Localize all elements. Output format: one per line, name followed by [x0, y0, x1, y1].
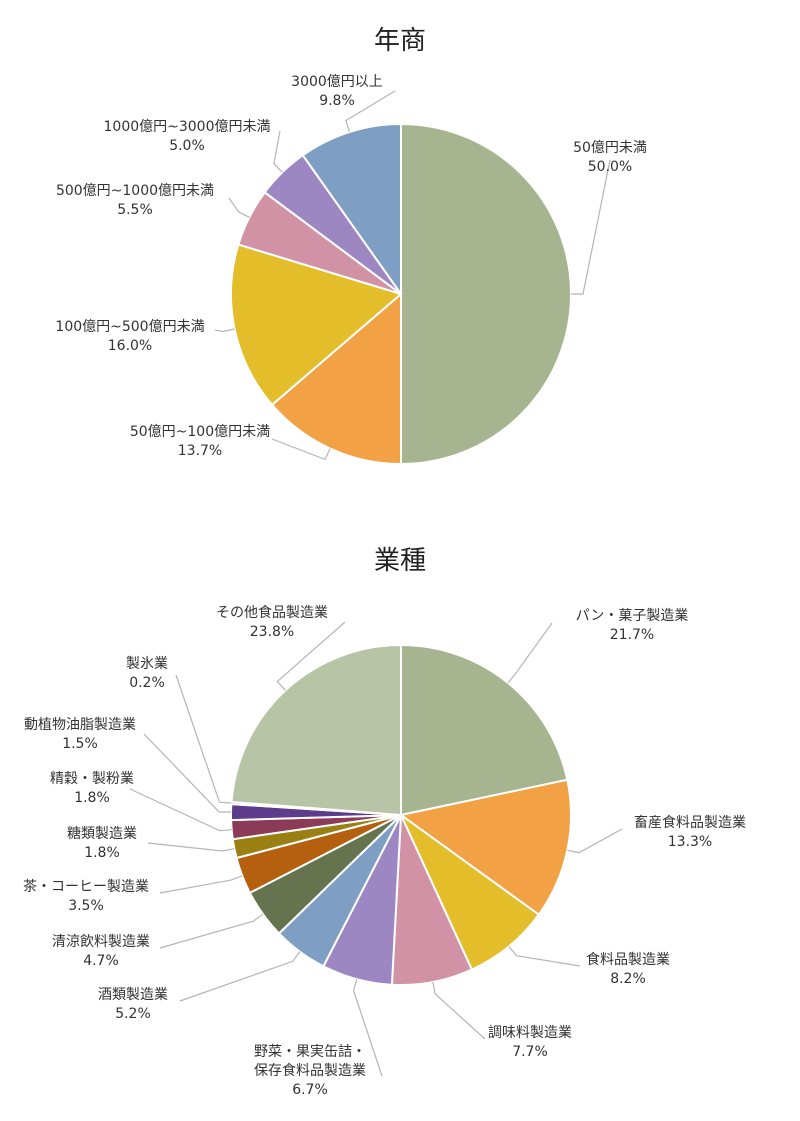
- slice-label: 動植物油脂製造業 1.5%: [24, 717, 136, 752]
- leader-line: [214, 328, 235, 333]
- slices: [230, 122, 572, 466]
- leader-line: [507, 622, 553, 684]
- slice-percent: 0.2%: [129, 675, 165, 691]
- leader-line: [179, 951, 301, 1002]
- slice-category: 畜産食料品製造業: [634, 814, 746, 831]
- leader-line: [271, 438, 331, 461]
- industry-pie-chart: 業種 パン・菓子製造業 21.7% 畜産食料品製造業 13.3% 食料品製造業 8.2% 調…: [23, 546, 746, 1098]
- slice-percent: 9.8%: [319, 93, 355, 109]
- leader-line: [159, 875, 243, 894]
- slice-percent: 21.7%: [610, 627, 654, 643]
- slice-category: 茶・コーヒー製造業: [23, 879, 149, 895]
- slice-label: 清涼飲料製造業 4.7%: [52, 934, 150, 969]
- chart-title: 業種: [374, 546, 426, 576]
- leader-line: [129, 788, 232, 832]
- slice-percent: 13.7%: [178, 443, 222, 459]
- slice-label: 畜産食料品製造業 13.3%: [634, 814, 746, 850]
- leader-line: [508, 946, 581, 967]
- pie-slice: [230, 643, 402, 817]
- pie-slice: [400, 122, 572, 466]
- leader-line: [567, 828, 623, 854]
- slice-labels: パン・菓子製造業 21.7% 畜産食料品製造業 13.3% 食料品製造業 8.2% 調味料製…: [23, 604, 746, 1098]
- pie-slice: [398, 811, 541, 971]
- slice-percent: 5.2%: [115, 1006, 151, 1022]
- slice-percent: 3.5%: [68, 898, 104, 914]
- slice-category: 1000億円~3000億円未満: [104, 119, 271, 135]
- slice-percent: 16.0%: [108, 338, 152, 354]
- slice-category: 調味料製造業: [488, 1025, 572, 1041]
- slice-percent: 5.0%: [169, 138, 205, 154]
- leader-line: [147, 842, 235, 852]
- leader-line: [273, 130, 283, 173]
- slice-label: 野菜・果実缶詰・保存食料品製造業 6.7%: [254, 1044, 366, 1098]
- slice-label: 製氷業 0.2%: [126, 656, 168, 691]
- slice-percent: 4.7%: [83, 953, 119, 969]
- slice-percent: 23.8%: [250, 624, 294, 640]
- slice-category: その他食品製造業: [216, 604, 328, 621]
- leader-line: [571, 159, 611, 295]
- leader-line: [352, 978, 383, 1077]
- slice-label: 精穀・製粉業 1.8%: [50, 771, 134, 806]
- slice-label: 1000億円~3000億円未満 5.0%: [104, 119, 271, 154]
- slice-label: 酒類製造業 5.2%: [98, 987, 168, 1022]
- slice-category: 500億円~1000億円未満: [56, 183, 214, 199]
- slice-category: 精穀・製粉業: [50, 771, 134, 787]
- slice-percent: 7.7%: [512, 1044, 548, 1060]
- slice-label: 100億円~500億円未満 16.0%: [55, 319, 204, 354]
- slice-label: 50億円~100億円未満 13.7%: [130, 424, 270, 459]
- slice-category: 3000億円以上: [291, 74, 383, 90]
- slice-label: 50億円未満 50.0%: [573, 140, 647, 175]
- slice-category: 食料品製造業: [586, 951, 670, 968]
- slice-category: パン・菓子製造業: [576, 608, 689, 624]
- leader-line: [143, 733, 232, 813]
- slice-percent: 1.5%: [62, 736, 98, 752]
- slice-label: 500億円~1000億円未満 5.5%: [56, 183, 214, 218]
- slice-percent: 1.8%: [84, 845, 120, 861]
- annual-sales-pie-chart: 年商 50億円未満 50.0% 50億円~100億円未満 13.7% 100億円~500…: [55, 26, 647, 466]
- slice-labels: 50億円未満 50.0% 50億円~100億円未満 13.7% 100億円~500億円未…: [55, 74, 647, 461]
- slice-category: 50億円~100億円未満: [130, 424, 270, 440]
- slices: [230, 643, 572, 986]
- slice-category: 清涼飲料製造業: [52, 934, 150, 950]
- slice-category: 50億円未満: [573, 140, 647, 156]
- slice-category: 酒類製造業: [98, 987, 168, 1003]
- slice-category: 野菜・果実缶詰・: [254, 1044, 366, 1060]
- pie-slice: [230, 243, 404, 407]
- slice-label: 食料品製造業 8.2%: [586, 951, 670, 987]
- slice-label: 3000億円以上 9.8%: [291, 74, 383, 109]
- slice-percent: 8.2%: [610, 971, 646, 987]
- leader-line: [175, 674, 232, 804]
- leader-line: [432, 981, 486, 1040]
- slice-category: 動植物油脂製造業: [24, 717, 136, 733]
- slice-category: 糖類製造業: [67, 826, 137, 842]
- slice-label: その他食品製造業 23.8%: [216, 604, 328, 640]
- chart-title: 年商: [374, 26, 426, 56]
- slice-category: 100億円~500億円未満: [55, 319, 204, 335]
- leader-line: [276, 621, 346, 691]
- slice-label: 茶・コーヒー製造業 3.5%: [23, 879, 149, 914]
- slice-label: 糖類製造業 1.8%: [67, 826, 137, 861]
- leader-line: [345, 90, 396, 133]
- leader-line: [159, 913, 264, 949]
- slice-label: パン・菓子製造業 21.7%: [576, 608, 689, 643]
- slice-percent: 13.3%: [668, 834, 712, 850]
- slice-percent: 50.0%: [588, 159, 632, 175]
- slice-label: 調味料製造業 7.7%: [488, 1025, 572, 1060]
- slice-category: 製氷業: [126, 656, 168, 672]
- slice-percent: 6.7%: [292, 1082, 328, 1098]
- leader-line: [228, 197, 250, 218]
- slice-percent: 1.8%: [74, 790, 110, 806]
- slice-category: 保存食料品製造業: [254, 1062, 366, 1079]
- slice-percent: 5.5%: [117, 202, 153, 218]
